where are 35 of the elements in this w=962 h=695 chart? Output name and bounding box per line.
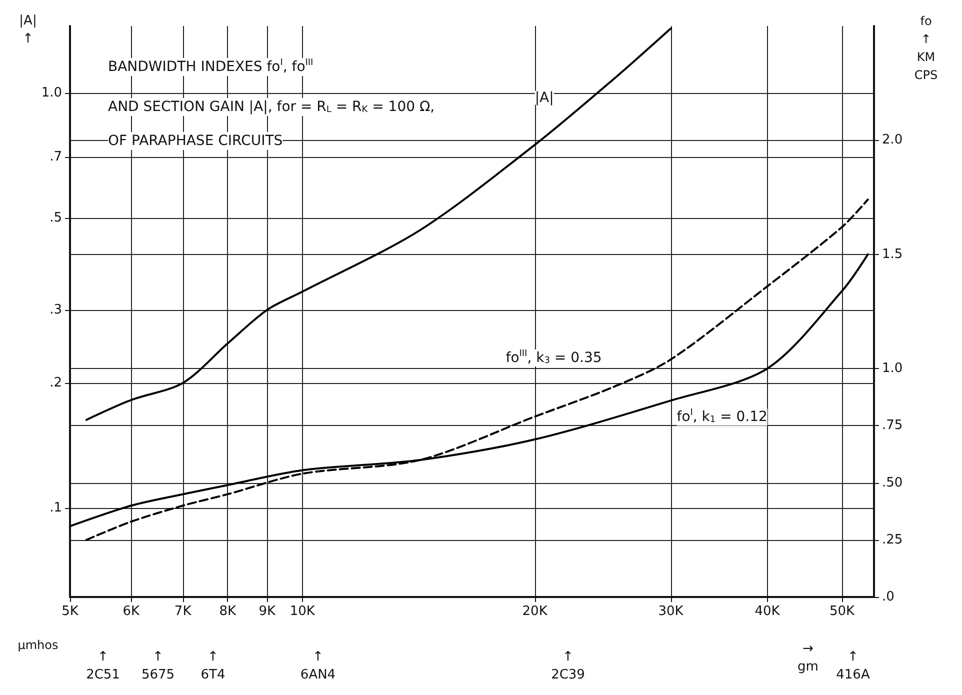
y2-tick-label: .0 [882,590,894,604]
text: ↑ 416A [836,650,870,682]
x-tick-label: 10K [290,604,316,619]
x-axis-title: → gm [798,642,818,674]
x-tick-label: 30K [658,604,684,619]
x-tick-label: 50K [830,604,856,619]
x-tick-label: 8K [219,604,236,619]
x-tick-label: 20K [522,604,548,619]
text: ↑ 6AN4 [300,650,336,682]
y-axis-title: |A| ↑ [19,14,37,46]
y-tick-label: .5 [50,210,62,226]
x-tick-label: 40K [754,604,780,619]
y2-tick-label: 1.0 [882,361,903,376]
x-tick-label: 9K [258,604,276,619]
y2-tick-label: .25 [882,532,903,548]
text: AND SECTION GAIN |A|, for = RL = RK = 100 Ω, OF PARAPHASE CIRCUITS [108,99,435,149]
text: ↑ 6T4 [200,650,226,682]
text: ↑ 2C39 [551,650,585,682]
text: μmhos [18,638,58,652]
y-tick-label: .3 [50,302,62,318]
y-tick-label: .1 [50,500,62,516]
x-tick-label: 6K [122,604,140,619]
x-tick-label: 7K [174,604,192,619]
y2-axis-title: fo ↑ KM CPS [914,14,938,82]
y2-tick-label: .50 [882,475,903,490]
y-tick-label: 1.0 [41,85,62,100]
text: ↑ 5675 [141,650,175,682]
series-label: |A| [534,90,554,106]
y2-tick-label: .75 [882,418,903,434]
y2-tick-label: 1.5 [882,246,903,262]
y-tick-label: .7 [50,150,62,165]
y-tick-label: .2 [50,376,62,391]
x-tick-label: 5K [62,604,79,619]
text: ↑ 2C51 [86,650,120,682]
y2-tick-label: 2.0 [882,132,903,148]
